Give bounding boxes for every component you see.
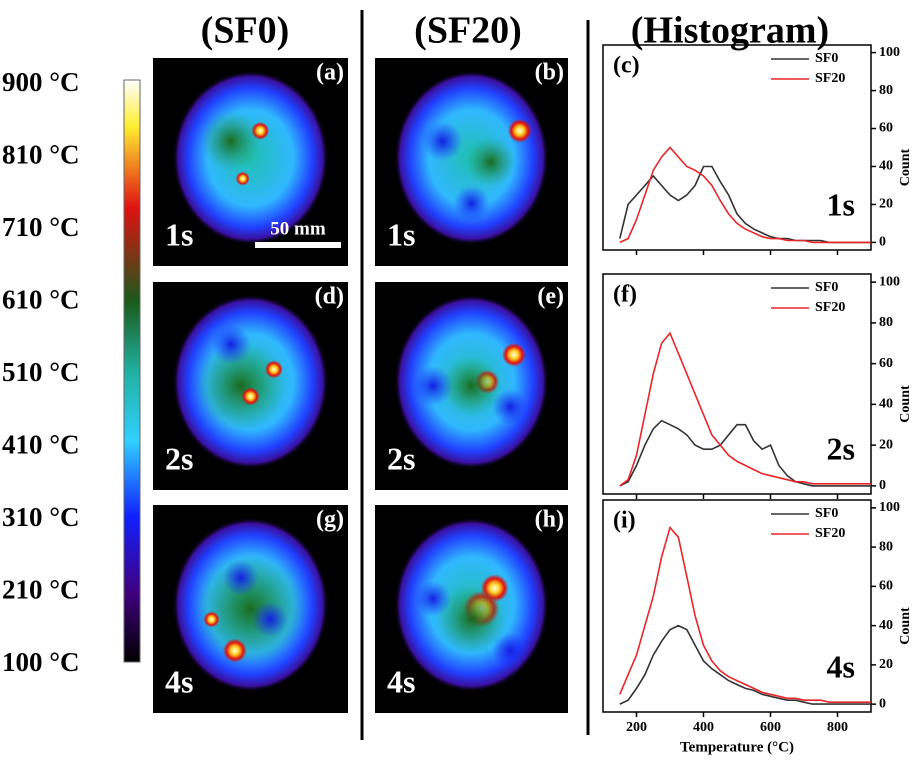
image-panels: (a) 1s 50 mm (b) 1s (d) 2s (e) 2s (g) 4s (h) 4s — [153, 58, 568, 713]
time-label: 2s — [387, 440, 415, 476]
panel-label: (f) — [613, 282, 637, 308]
colorbar-label: 310 °C — [2, 502, 80, 532]
y-axis-label: Count — [898, 148, 913, 186]
y-tick-label: 20 — [879, 657, 893, 672]
y-tick-label: 60 — [879, 356, 893, 371]
colorbar — [123, 79, 141, 663]
hot-spot — [222, 638, 247, 663]
column-title: (Histogram) — [631, 10, 829, 52]
y-tick-label: 100 — [879, 45, 900, 60]
hot-spot — [422, 121, 463, 162]
hot-spot — [492, 632, 529, 669]
colorbar-label: 410 °C — [2, 430, 80, 460]
time-label: 4s — [827, 648, 855, 684]
time-label: 1s — [827, 186, 855, 222]
time-label: 1s — [165, 216, 193, 252]
x-tick-label: 600 — [760, 720, 781, 735]
series-line — [619, 419, 871, 487]
panel-label: (g) — [316, 507, 344, 533]
series-line — [619, 146, 871, 244]
hot-spot — [492, 388, 529, 425]
y-tick-label: 20 — [879, 197, 893, 212]
hot-spot — [436, 584, 507, 655]
panel-label: (d) — [315, 284, 344, 310]
time-label: 4s — [165, 663, 193, 699]
legend-label: SF20 — [815, 526, 845, 541]
y-tick-label: 40 — [879, 159, 893, 174]
hot-spot — [241, 387, 260, 406]
y-tick-label: 0 — [879, 235, 886, 250]
time-label: 4s — [387, 663, 415, 699]
y-tick-label: 60 — [879, 579, 893, 594]
plot-frame — [602, 273, 872, 495]
panel-label: (b) — [535, 60, 564, 86]
hot-spot — [465, 137, 516, 187]
y-tick-label: 40 — [879, 397, 893, 412]
colorbar-label: 610 °C — [2, 285, 80, 315]
plot-frame — [602, 499, 872, 713]
hot-spot — [252, 601, 288, 638]
colorbar-label: 900 °C — [2, 67, 80, 97]
legend-label: SF0 — [815, 51, 838, 66]
x-tick-label: 400 — [693, 720, 714, 735]
y-tick-label: 100 — [879, 274, 900, 289]
legend-label: SF0 — [815, 280, 838, 295]
panel-label: (i) — [613, 508, 636, 534]
hot-spot — [453, 185, 490, 222]
y-tick-label: 40 — [879, 618, 893, 633]
x-axis-label: Temperature (°C) — [680, 739, 794, 755]
hot-spot — [203, 611, 220, 628]
time-label: 1s — [387, 216, 415, 252]
hot-spot — [201, 111, 261, 172]
hot-spot — [264, 360, 283, 379]
scale-bar — [255, 242, 341, 248]
scale-bar-label: 50 mm — [270, 218, 326, 239]
hot-spot — [195, 554, 306, 664]
colorbar-label: 510 °C — [2, 357, 80, 387]
colorbar-label: 710 °C — [2, 212, 80, 242]
histograms: 0 20 40 60 80 100 Count SF0 SF20 (c) 1s 0 20 40 60 80 10… — [602, 44, 913, 755]
hot-spot — [414, 580, 451, 617]
y-tick-label: 0 — [879, 696, 886, 711]
y-tick-label: 60 — [879, 121, 893, 136]
time-label: 2s — [165, 440, 193, 476]
panel-label: (h) — [535, 507, 564, 533]
y-tick-label: 80 — [879, 539, 893, 554]
panel-label: (c) — [613, 53, 640, 79]
colorbar-label: 100 °C — [2, 647, 80, 677]
legend-label: SF20 — [815, 300, 845, 315]
panel-label: (a) — [316, 60, 344, 86]
column-title: (SF0) — [201, 10, 290, 52]
column-title: (SF20) — [414, 10, 522, 52]
y-tick-label: 20 — [879, 437, 893, 452]
x-tick-label: 200 — [626, 720, 647, 735]
y-axis-label: Count — [898, 607, 913, 645]
hot-spot — [211, 324, 251, 365]
y-axis-label: Count — [898, 385, 913, 423]
hot-spot — [235, 171, 250, 186]
hot-spot — [222, 559, 259, 596]
legend-label: SF0 — [815, 506, 838, 521]
series-line — [619, 624, 871, 705]
hot-spot — [195, 341, 286, 431]
hot-spot — [441, 356, 502, 416]
y-tick-label: 80 — [879, 315, 893, 330]
colorbar-label: 210 °C — [2, 575, 80, 605]
plot-frame — [602, 44, 872, 251]
legend-label: SF20 — [815, 71, 845, 86]
hot-spot — [501, 342, 526, 367]
panel-label: (e) — [537, 284, 564, 310]
x-tick-label: 800 — [827, 720, 848, 735]
colorbar-label: 810 °C — [2, 140, 80, 170]
series-line — [619, 525, 871, 703]
series-line — [619, 331, 871, 487]
time-label: 2s — [827, 430, 855, 466]
y-tick-label: 100 — [879, 500, 900, 515]
hot-spot — [507, 118, 532, 143]
y-tick-label: 0 — [879, 478, 886, 493]
hot-spot — [412, 366, 453, 406]
y-tick-label: 80 — [879, 83, 893, 98]
